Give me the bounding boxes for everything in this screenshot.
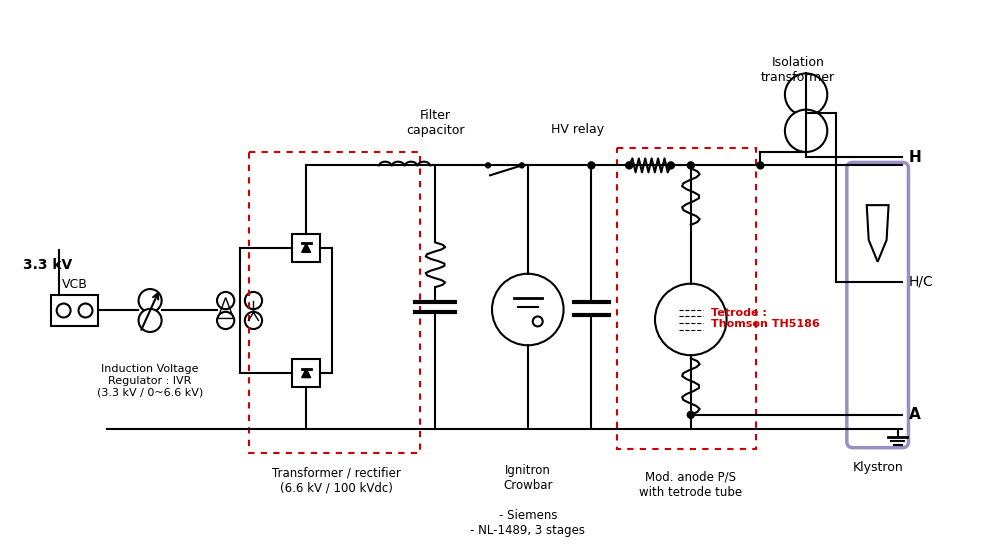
- Text: Induction Voltage
Regulator : IVR
(3.3 kV / 0~6.6 kV): Induction Voltage Regulator : IVR (3.3 k…: [97, 364, 203, 397]
- Polygon shape: [302, 243, 311, 252]
- Circle shape: [588, 162, 595, 169]
- Bar: [292, 234, 319, 262]
- Circle shape: [138, 309, 162, 332]
- Text: Klystron: Klystron: [852, 461, 902, 473]
- Circle shape: [784, 73, 826, 116]
- Text: HV relay: HV relay: [550, 122, 603, 136]
- Text: Ignitron
Crowbar

- Siemens
- NL-1489, 3 stages: Ignitron Crowbar - Siemens - NL-1489, 3 …: [469, 463, 585, 537]
- Circle shape: [79, 304, 93, 318]
- Circle shape: [655, 283, 726, 355]
- Circle shape: [686, 162, 693, 169]
- Bar: [50, 295, 99, 326]
- Text: VCB: VCB: [61, 278, 88, 291]
- Text: H/C: H/C: [907, 274, 933, 288]
- Circle shape: [625, 162, 632, 169]
- Text: Filter
capacitor: Filter capacitor: [405, 109, 464, 137]
- FancyBboxPatch shape: [846, 163, 907, 448]
- Circle shape: [485, 163, 490, 168]
- Circle shape: [56, 304, 71, 318]
- Polygon shape: [302, 368, 311, 377]
- Bar: [616, 149, 755, 449]
- Circle shape: [667, 162, 673, 169]
- Circle shape: [245, 312, 262, 329]
- Bar: [249, 153, 420, 453]
- Circle shape: [138, 289, 162, 312]
- Circle shape: [245, 292, 262, 309]
- Text: Mod. anode P/S
with tetrode tube: Mod. anode P/S with tetrode tube: [639, 471, 741, 499]
- Text: 3.3 kV: 3.3 kV: [23, 258, 72, 272]
- Text: Transformer / rectifier
(6.6 kV / 100 kVdc): Transformer / rectifier (6.6 kV / 100 kV…: [271, 467, 400, 495]
- Circle shape: [686, 411, 693, 418]
- Circle shape: [784, 110, 826, 152]
- Circle shape: [491, 274, 563, 345]
- Circle shape: [519, 163, 524, 168]
- Circle shape: [217, 312, 234, 329]
- Circle shape: [756, 162, 763, 169]
- Circle shape: [532, 316, 542, 326]
- Text: H: H: [907, 150, 920, 165]
- Text: Isolation
transformer: Isolation transformer: [760, 56, 834, 84]
- Text: Tetrode :
Thomson TH5186: Tetrode : Thomson TH5186: [710, 307, 818, 329]
- Circle shape: [217, 292, 234, 309]
- Bar: [292, 359, 319, 387]
- Text: A: A: [907, 408, 919, 423]
